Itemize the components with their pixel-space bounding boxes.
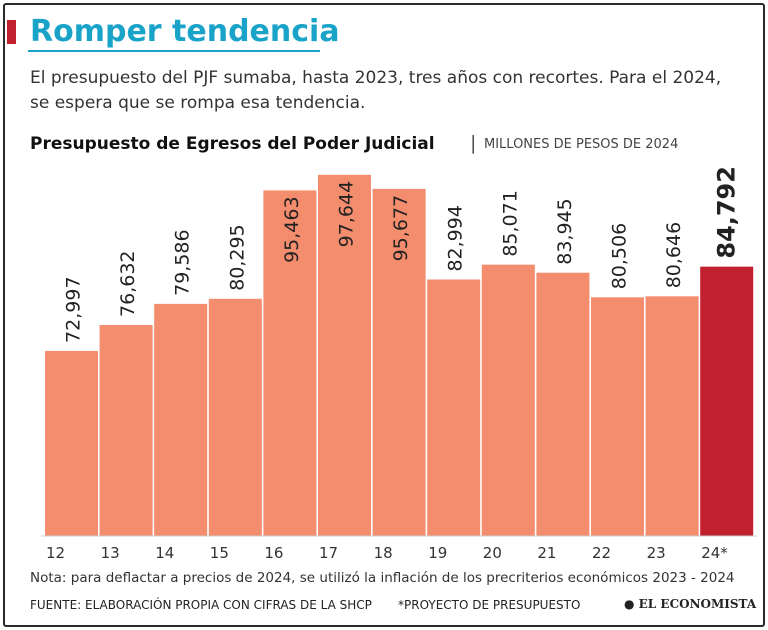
value-label: 80,646 [663, 222, 685, 288]
bar [645, 296, 699, 536]
bar [208, 298, 262, 536]
value-label: 97,644 [336, 181, 358, 247]
bar [154, 303, 208, 536]
x-tick-label: 14 [155, 544, 174, 562]
x-tick-label: 21 [537, 544, 556, 562]
bar [481, 264, 535, 536]
x-tick-label: 16 [264, 544, 283, 562]
x-tick-label: 12 [46, 544, 65, 562]
subtitle: El presupuesto del PJF sumaba, hasta 202… [30, 68, 722, 113]
x-tick-label: 23 [647, 544, 666, 562]
footnote: *PROYECTO DE PRESUPUESTO [398, 598, 581, 612]
source: FUENTE: ELABORACIÓN PROPIA CON CIFRAS DE… [30, 598, 372, 612]
x-tick-label: 17 [319, 544, 338, 562]
value-label: 95,463 [281, 196, 303, 262]
x-tick-label: 22 [592, 544, 611, 562]
value-label: 85,071 [499, 190, 521, 256]
unit-label: MILLONES DE PESOS DE 2024 [484, 137, 679, 152]
value-label: 84,792 [713, 166, 741, 259]
title-underline [28, 50, 320, 52]
value-label: 79,586 [172, 229, 194, 295]
separator: | [470, 132, 477, 154]
chart: 72,997 12 76,632 13 79,586 14 80,295 15 95,463 16… [41, 166, 758, 562]
bar [263, 190, 317, 537]
x-tick-label: 20 [483, 544, 502, 562]
x-tick-label: 19 [428, 544, 447, 562]
bar [700, 266, 754, 536]
value-label: 82,994 [445, 205, 467, 271]
bar [591, 297, 644, 536]
accent-bar [7, 20, 16, 44]
bar [45, 350, 98, 536]
bar [318, 174, 371, 536]
bar [372, 188, 426, 536]
value-label: 95,677 [390, 195, 412, 261]
logo-text: EL ECONOMISTA [638, 597, 757, 611]
value-label: 76,632 [117, 250, 139, 316]
x-tick-label: 13 [101, 544, 120, 562]
value-label: 72,997 [63, 276, 85, 342]
title: Romper tendencia [30, 14, 340, 49]
x-tick-label: 18 [374, 544, 393, 562]
logo: ● EL ECONOMISTA [624, 597, 757, 611]
bar [99, 324, 153, 536]
bar [536, 272, 590, 536]
value-label: 80,295 [226, 224, 248, 290]
frame [3, 3, 765, 627]
value-label: 80,506 [609, 223, 631, 289]
x-tick-label: 24* [701, 544, 728, 562]
bar [427, 279, 481, 536]
value-label: 83,945 [554, 198, 576, 264]
x-tick-label: 15 [210, 544, 229, 562]
note: Nota: para deflactar a precios de 2024, … [30, 570, 735, 586]
chart-title: Presupuesto de Egresos del Poder Judicia… [30, 134, 435, 154]
